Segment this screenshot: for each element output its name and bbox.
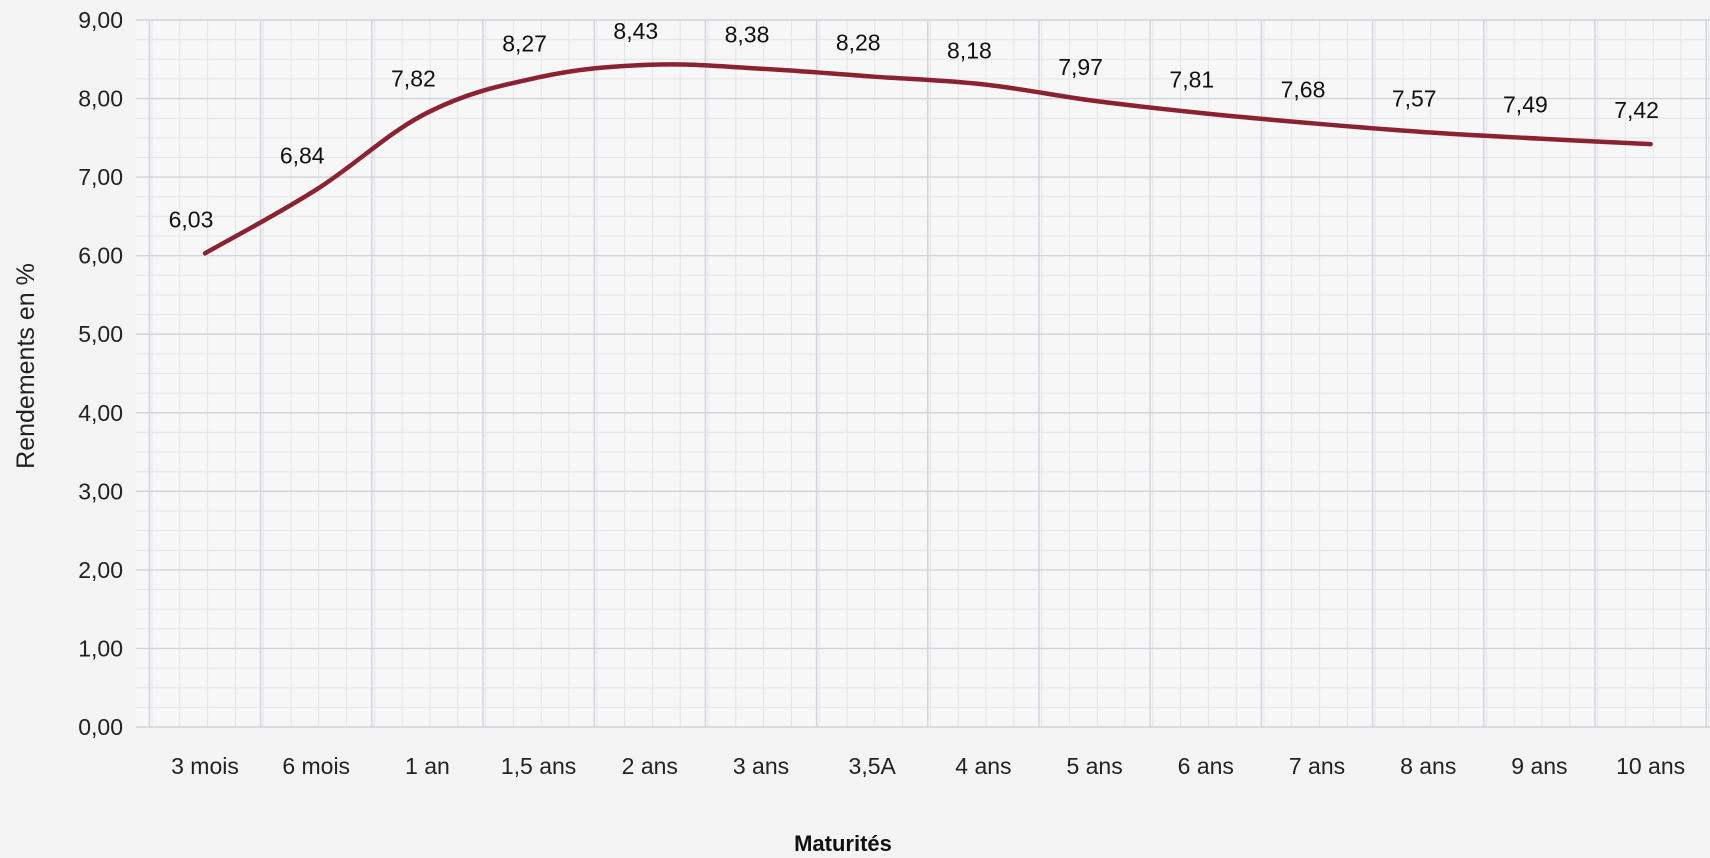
x-tick-label: 2 ans [622, 753, 678, 779]
x-tick-label: 3,5A [849, 753, 897, 779]
data-label: 8,43 [613, 18, 658, 44]
data-label: 8,27 [502, 30, 547, 56]
x-tick-label: 1,5 ans [501, 753, 576, 779]
data-label: 6,03 [169, 206, 214, 232]
x-tick-label: 9 ans [1511, 753, 1567, 779]
data-label: 7,68 [1281, 77, 1326, 103]
y-tick-label: 4,00 [78, 400, 123, 426]
data-label: 8,28 [836, 30, 881, 56]
y-tick-label: 1,00 [78, 635, 123, 661]
gridlines [136, 19, 1710, 728]
data-label: 7,49 [1503, 92, 1548, 118]
data-labels: 6,03 6,84 7,82 8,27 8,43 8,38 8,28 8,18 7,97 7,81… [169, 18, 1659, 233]
data-label: 7,82 [391, 66, 436, 92]
data-label: 7,81 [1169, 66, 1214, 92]
x-axis-ticks: 3 mois 6 mois 1 an 1,5 ans 2 ans 3 ans 3,5A 4 a… [171, 753, 1685, 779]
y-tick-label: 2,00 [78, 557, 123, 583]
x-tick-label: 6 mois [282, 753, 350, 779]
y-tick-label: 7,00 [78, 164, 123, 190]
data-label: 7,57 [1392, 85, 1437, 111]
x-tick-label: 4 ans [955, 753, 1011, 779]
y-tick-label: 5,00 [78, 321, 123, 347]
data-label: 7,42 [1614, 97, 1659, 123]
y-tick-label: 9,00 [78, 7, 123, 33]
data-label: 7,97 [1058, 54, 1103, 80]
y-axis-ticks: 0,00 1,00 2,00 3,00 4,00 5,00 6,00 7,00 8,00 9,00 [78, 7, 123, 740]
x-axis-title: Maturités [794, 831, 892, 856]
x-tick-label: 1 an [405, 753, 450, 779]
series-line [202, 62, 1653, 256]
x-tick-label: 3 mois [171, 753, 239, 779]
x-tick-label: 8 ans [1400, 753, 1456, 779]
x-tick-label: 7 ans [1289, 753, 1345, 779]
data-label: 6,84 [280, 143, 325, 169]
y-tick-label: 0,00 [78, 714, 123, 740]
y-tick-label: 3,00 [78, 478, 123, 504]
y-tick-label: 8,00 [78, 86, 123, 112]
y-axis-title: Rendements en % [12, 263, 40, 469]
data-label: 8,38 [725, 22, 770, 48]
data-label: 8,18 [947, 37, 992, 63]
y-tick-label: 6,00 [78, 243, 123, 269]
x-tick-label: 3 ans [733, 753, 789, 779]
x-tick-label: 5 ans [1066, 753, 1122, 779]
x-tick-label: 6 ans [1178, 753, 1234, 779]
x-tick-label: 10 ans [1616, 753, 1685, 779]
